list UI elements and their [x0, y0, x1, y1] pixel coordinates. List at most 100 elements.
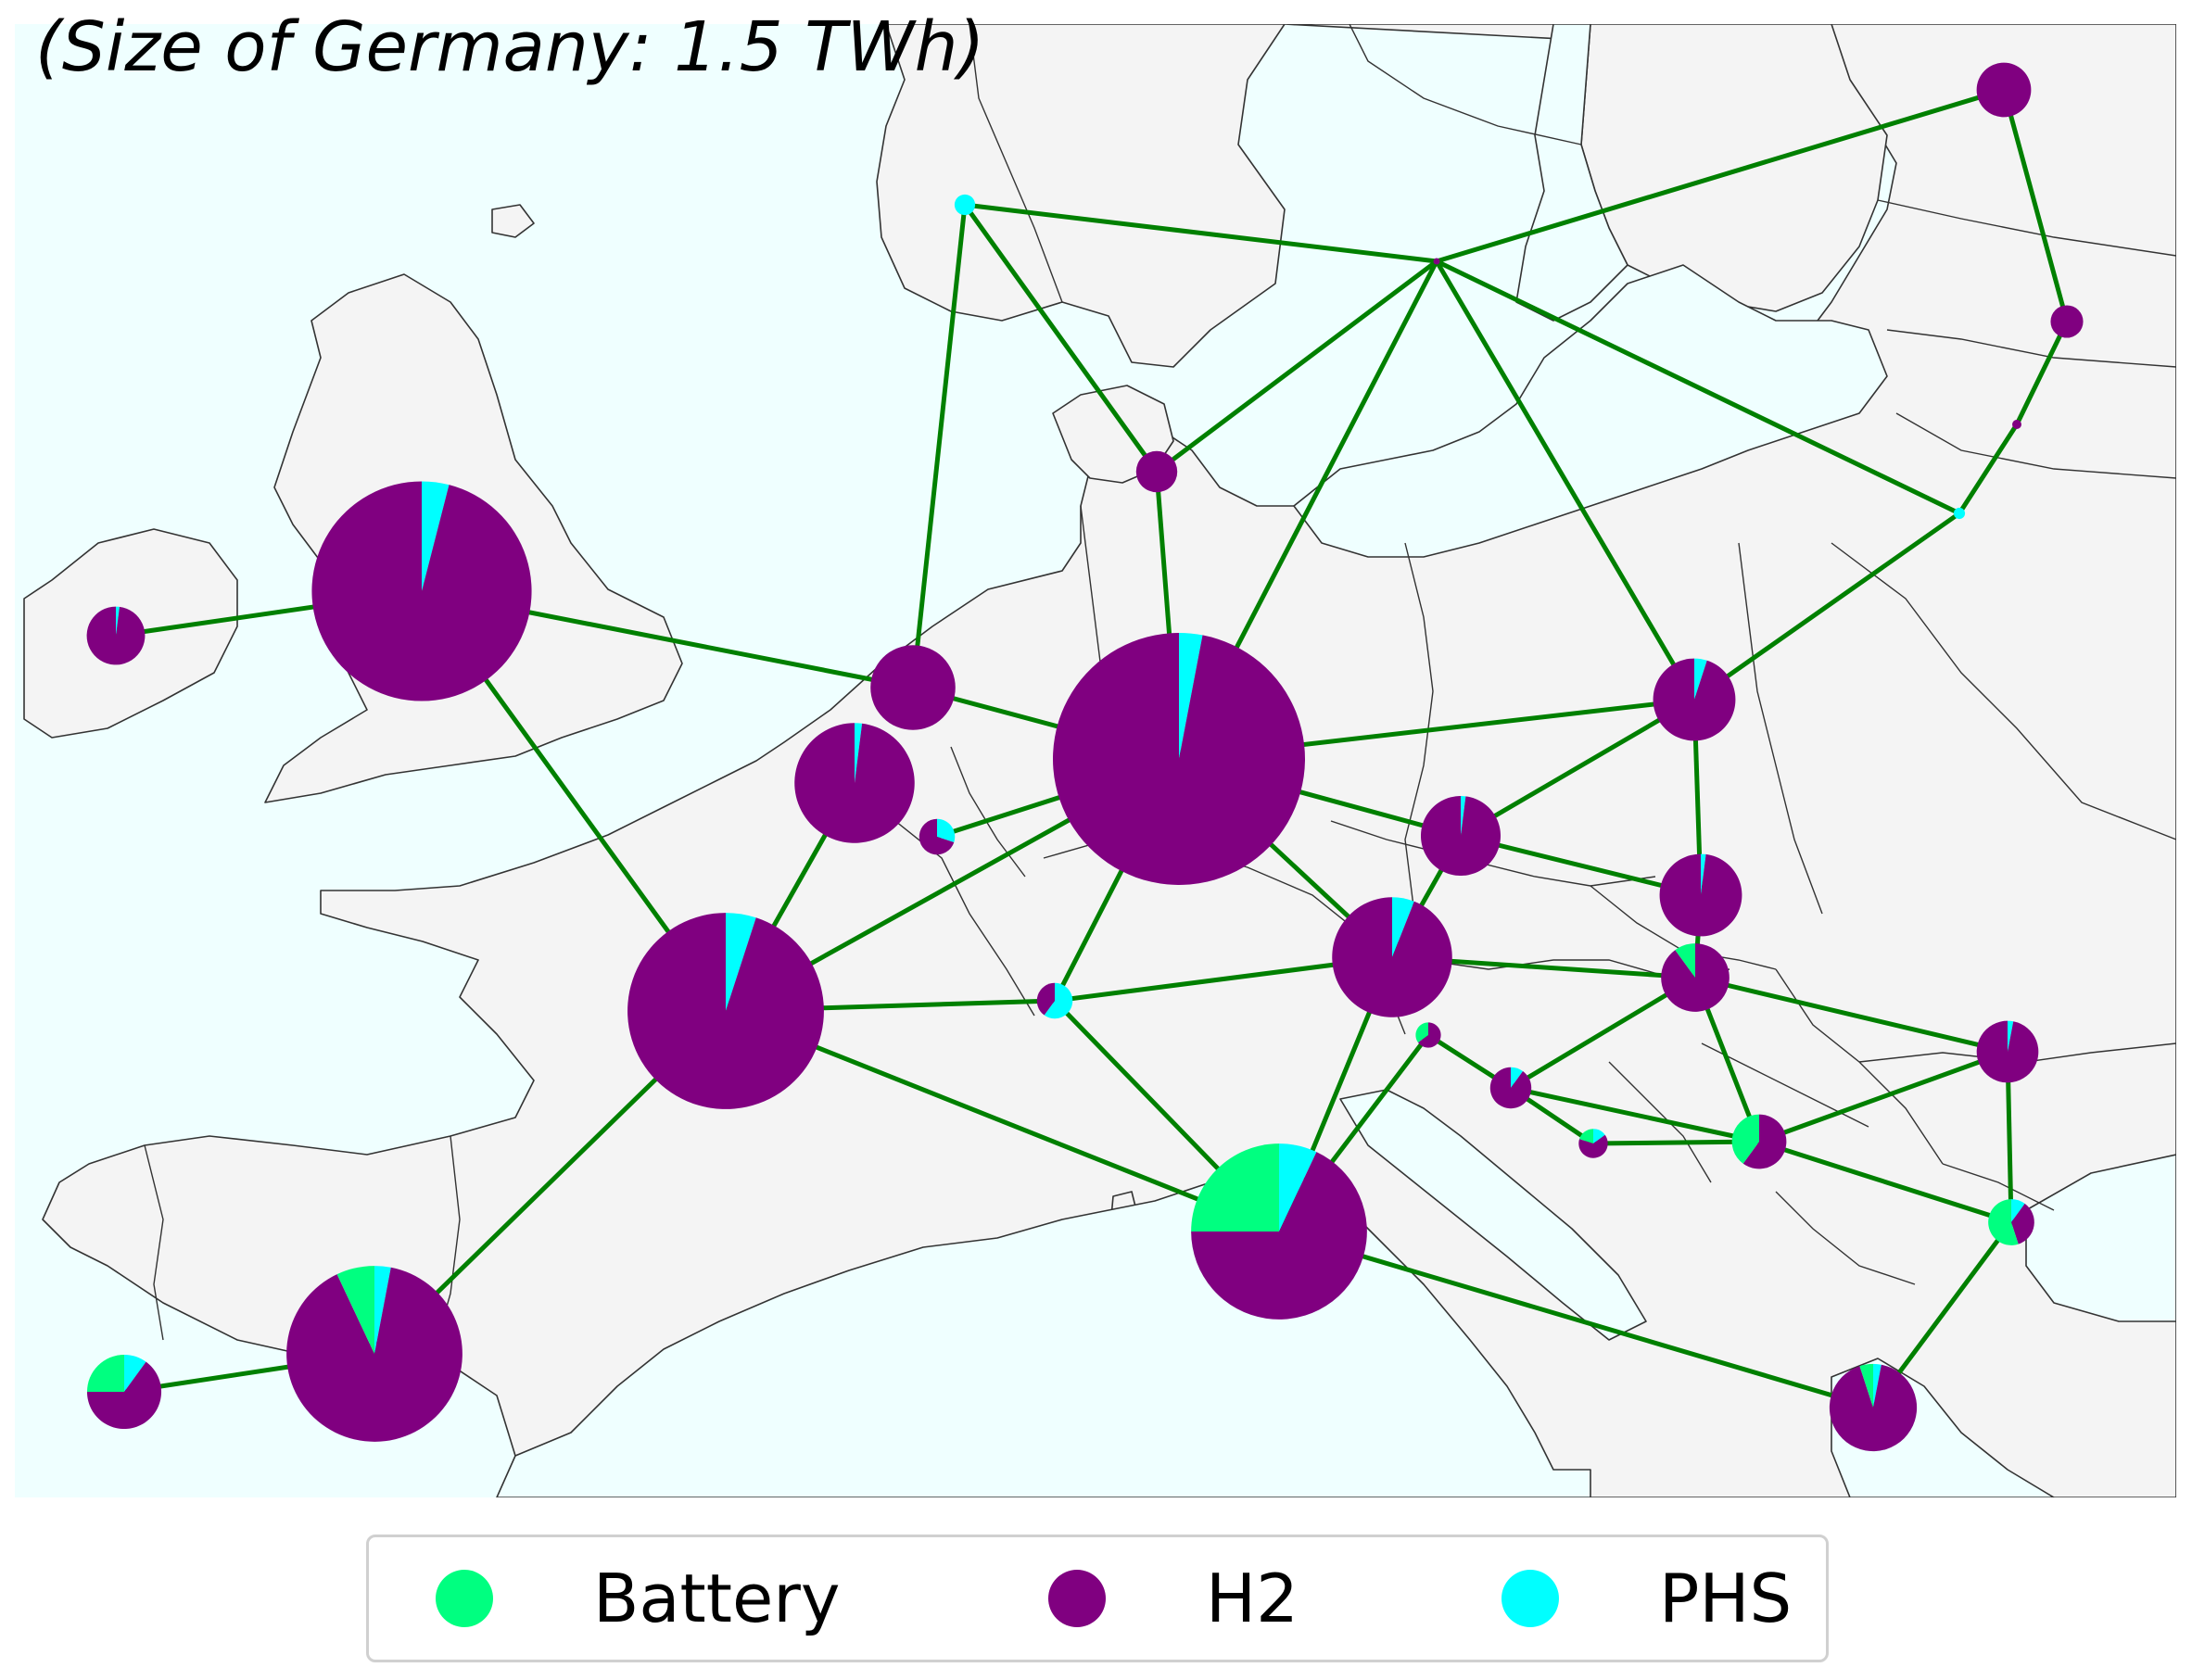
baltic-sea — [1293, 264, 1888, 558]
pie-slice-battery — [86, 1354, 124, 1392]
pie-slice-h2 — [1433, 258, 1440, 265]
pie-slice-h2 — [1420, 795, 1501, 877]
pie-slice-phs — [1953, 507, 1966, 520]
pie-slice-h2 — [870, 645, 956, 730]
pie-slice-phs — [1701, 853, 1706, 895]
pie-slice-h2 — [2050, 305, 2084, 338]
storage-pie-de — [1053, 633, 1306, 885]
pie-slice-phs — [1694, 658, 1707, 700]
link-se-pl — [1434, 259, 1697, 701]
pie-slice-h2 — [86, 606, 146, 665]
pie-slice-h2 — [1653, 658, 1736, 741]
europe-storage-map — [15, 24, 2176, 1497]
pie-slice-phs — [1179, 633, 1203, 759]
pie-slice-h2 — [1489, 1067, 1532, 1109]
link-rs-bg — [1758, 1139, 2012, 1225]
black-sea — [2025, 1154, 2176, 1322]
link-no-dk — [962, 203, 1159, 474]
link-se-fi — [1436, 87, 2005, 264]
pie-slice-h2 — [627, 913, 824, 1109]
link-ba-rs — [1592, 1139, 1760, 1146]
storage-pie-se — [1433, 258, 1440, 265]
phs-marker-icon — [1501, 1570, 1559, 1627]
storage-pie-es — [286, 1266, 462, 1442]
storage-pie-ro — [1976, 1020, 2039, 1083]
storage-pie-bg — [1988, 1199, 2034, 1245]
link-se-lt — [1435, 259, 1961, 516]
pie-slice-battery — [1859, 1363, 1873, 1408]
pie-slice-h2 — [1661, 943, 1730, 1012]
pie-slice-phs — [1593, 1129, 1605, 1143]
storage-pie-si — [1415, 1022, 1441, 1048]
link-it-gr — [1278, 1229, 1874, 1410]
storage-pie-fr — [627, 913, 824, 1109]
storage-pie-lv — [2012, 420, 2021, 429]
storage-pie-cz — [1420, 795, 1501, 877]
pie-slice-phs — [1873, 1363, 1882, 1408]
h2-marker-icon — [1048, 1570, 1106, 1627]
pie-slice-h2 — [1191, 1152, 1367, 1320]
pie-slice-h2 — [2012, 420, 2021, 429]
pie-slice-h2 — [1829, 1364, 1918, 1452]
adriatic-sea — [1339, 1089, 1647, 1341]
legend-label-h2: H2 — [1206, 1560, 1299, 1637]
legend-item-phs: PHS — [1501, 1537, 1792, 1660]
link-hu-ro — [1694, 975, 2008, 1055]
link-fr-it — [725, 1008, 1280, 1234]
pie-slice-h2 — [794, 723, 915, 843]
storage-pie-gr — [1829, 1363, 1918, 1452]
pie-slice-h2 — [1135, 450, 1178, 493]
pie-slice-h2 — [1659, 853, 1742, 937]
pie-slice-phs — [1044, 982, 1073, 1019]
storage-pie-nl — [870, 645, 956, 730]
pie-slice-phs — [1461, 795, 1466, 836]
pie-slice-h2 — [2011, 1203, 2034, 1244]
storage-pie-pl — [1653, 658, 1736, 741]
storage-pie-hu — [1661, 943, 1730, 1012]
pie-slice-h2 — [86, 1361, 162, 1430]
storage-pie-lu — [919, 818, 956, 855]
pie-slice-phs — [726, 913, 756, 1011]
link-pl-cz — [1459, 697, 1696, 839]
link-cz-sk — [1460, 833, 1702, 898]
storage-pie-lt — [1953, 507, 1966, 520]
pie-slice-phs — [374, 1266, 391, 1354]
map-title: (Size of Germany: 1.5 TWh) — [35, 7, 985, 87]
legend-item-h2: H2 — [1048, 1537, 1299, 1660]
pie-slice-h2 — [919, 818, 955, 855]
pie-slice-phs — [2008, 1020, 2014, 1052]
pie-slice-phs — [954, 194, 976, 216]
storage-nodes — [86, 62, 2084, 1452]
pie-slice-h2 — [1332, 897, 1452, 1017]
pie-slice-phs — [124, 1354, 146, 1392]
pie-slice-phs — [1511, 1067, 1524, 1088]
islands-land — [491, 204, 535, 238]
battery-marker-icon — [436, 1570, 493, 1627]
pie-slice-h2 — [311, 481, 532, 701]
link-rs-ro — [1758, 1049, 2008, 1144]
pie-slice-phs — [1392, 897, 1414, 957]
legend-item-battery: Battery — [436, 1537, 840, 1660]
pie-slice-phs — [855, 723, 863, 783]
link-fi-ee — [2001, 89, 2070, 322]
link-no-se — [964, 202, 1438, 264]
legend-label-phs: PHS — [1659, 1560, 1793, 1637]
storage-pie-be — [794, 723, 915, 843]
pie-slice-phs — [937, 818, 956, 842]
pie-slice-h2 — [1417, 1022, 1441, 1048]
link-ee-lv — [2014, 320, 2070, 426]
pie-slice-h2 — [1976, 1020, 2039, 1083]
storage-pie-gb — [311, 481, 532, 701]
pie-slice-phs — [2011, 1199, 2025, 1222]
storage-pie-rs — [1731, 1114, 1787, 1169]
storage-pie-ee — [2050, 305, 2084, 338]
map-canvas — [15, 24, 2176, 1497]
legend-label-battery: Battery — [593, 1560, 841, 1637]
link-no-nl — [910, 204, 968, 688]
legend: Battery H2 PHS — [366, 1535, 1829, 1662]
pie-slice-battery — [1415, 1022, 1428, 1042]
pie-slice-h2 — [1976, 62, 2032, 118]
storage-pie-ba — [1578, 1129, 1608, 1158]
pie-slice-phs — [422, 481, 450, 591]
storage-pie-no — [954, 194, 976, 216]
